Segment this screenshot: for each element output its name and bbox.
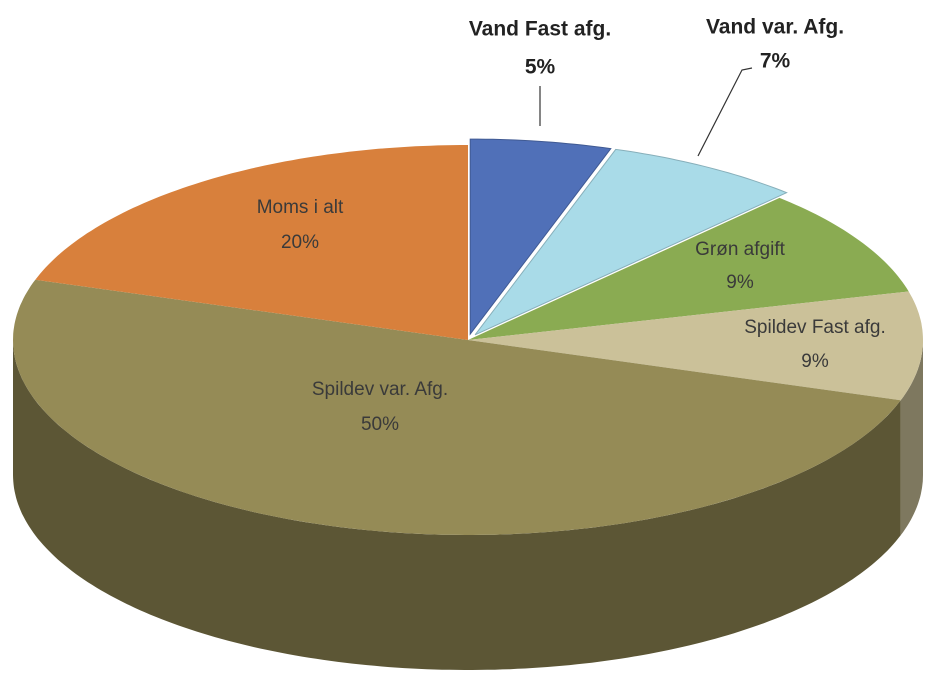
slice-value-label: 7%	[760, 50, 791, 73]
slice-side	[900, 340, 923, 536]
slice	[474, 148, 788, 336]
slice	[469, 138, 612, 336]
leader-line	[697, 67, 753, 157]
slice-value-label: 50%	[361, 414, 399, 435]
slice-value-label: 9%	[726, 272, 754, 293]
slice-label: Vand Fast afg.	[469, 18, 611, 41]
slice-value-label: 5%	[525, 56, 556, 79]
slice-value-label: 20%	[281, 232, 319, 253]
slice	[35, 145, 469, 340]
slice-label: Vand var. Afg.	[706, 16, 844, 39]
slice-value-label: 9%	[801, 351, 829, 372]
slice	[13, 279, 901, 535]
slice-label: Moms i alt	[257, 197, 344, 218]
slice-side	[13, 340, 901, 670]
slice-label: Spildev var. Afg.	[312, 379, 448, 400]
slice	[468, 291, 923, 401]
slice-label: Grøn afgift	[695, 239, 785, 260]
slice-label: Spildev Fast afg.	[744, 317, 886, 338]
slice	[468, 197, 909, 340]
